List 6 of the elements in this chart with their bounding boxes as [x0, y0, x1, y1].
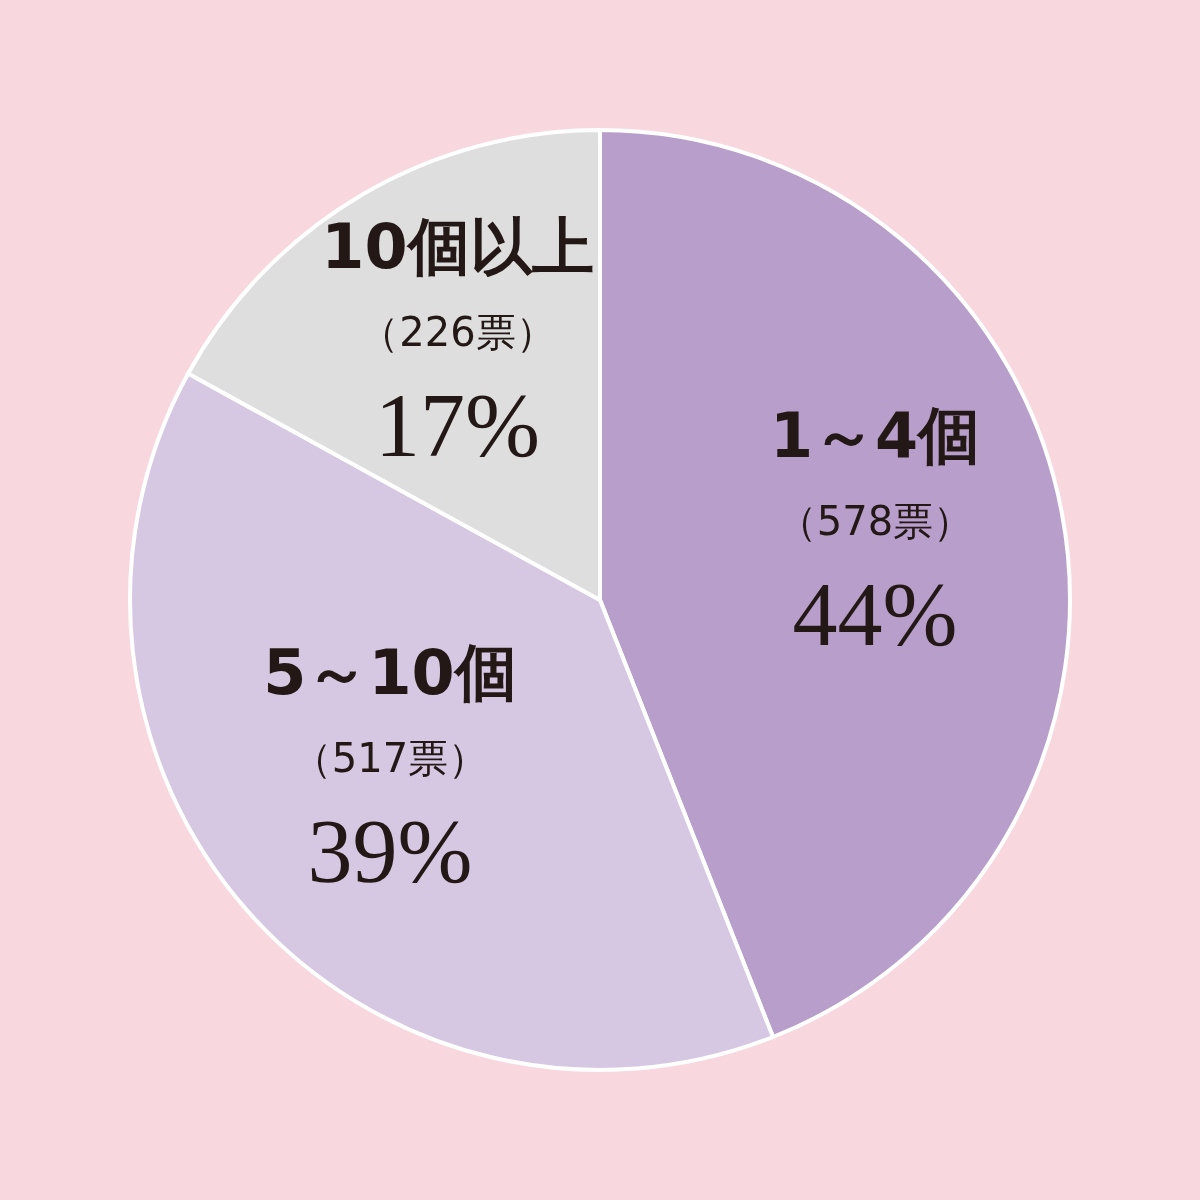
text: （226票） 17%	[359, 308, 556, 475]
slice-label: 10個以上	[321, 209, 594, 283]
text: （517票） 39%	[291, 735, 489, 902]
slice-label: 1～4個	[769, 398, 981, 472]
slice-label: 5～10個	[263, 636, 517, 710]
text: （578票） 44%	[776, 497, 974, 664]
